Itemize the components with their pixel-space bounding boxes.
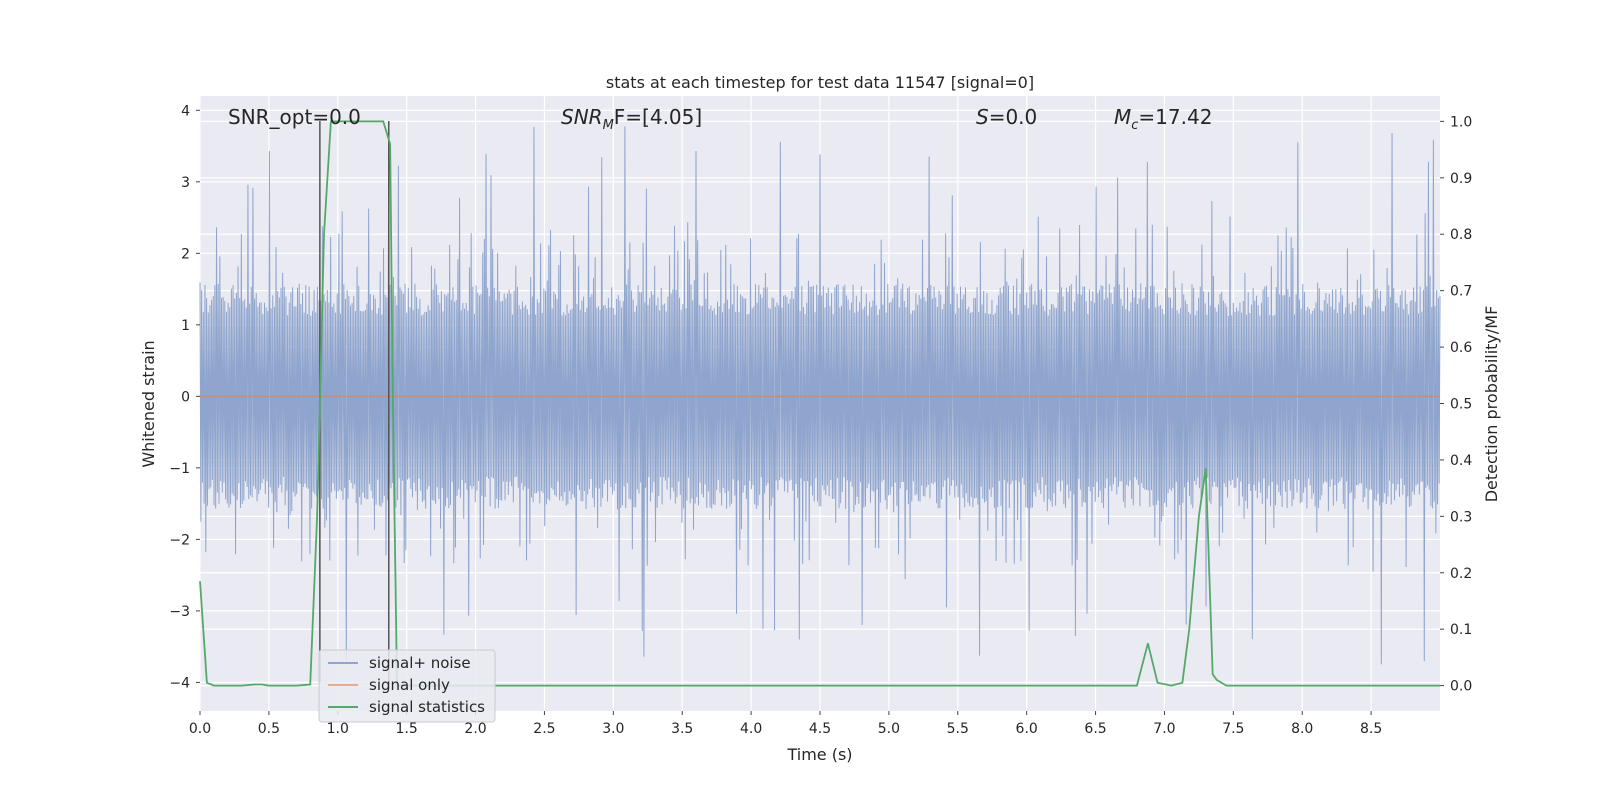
y-tick-label: −1 <box>169 461 190 477</box>
y-tick-label: 1 <box>181 318 190 334</box>
x-tick-label: 5.0 <box>878 721 900 737</box>
mc-sub: c <box>1131 118 1138 133</box>
snr-mf-sub: M <box>603 118 614 133</box>
y-tick-label: −4 <box>169 675 190 691</box>
x-tick-label: 7.0 <box>1153 721 1175 737</box>
mc-name: M <box>1114 105 1131 129</box>
x-tick-label: 3.5 <box>671 721 693 737</box>
x-tick-label: 1.5 <box>396 721 418 737</box>
x-tick-label: 2.5 <box>533 721 555 737</box>
x-tick-label: 0.0 <box>189 721 211 737</box>
noise-trace <box>199 126 1441 665</box>
y2-tick-label: 0.7 <box>1450 284 1472 300</box>
legend: signal+ noise signal only signal statist… <box>318 649 496 723</box>
x-axis-label: Time (s) <box>786 745 852 764</box>
y-tick-label: −2 <box>169 532 190 548</box>
y2-tick-label: 0.6 <box>1450 340 1472 356</box>
x-tick-label: 8.5 <box>1360 721 1382 737</box>
y2-tick-label: 0.9 <box>1450 171 1472 187</box>
y2-tick-label: 0.3 <box>1450 509 1472 525</box>
x-tick-label: 1.0 <box>327 721 349 737</box>
y2-axis-label: Detection probability/MF <box>1482 306 1501 503</box>
y2-tick-label: 1.0 <box>1450 114 1472 130</box>
snr-opt-annotation: SNR_opt=0.0 <box>228 105 361 129</box>
x-tick-label: 7.5 <box>1222 721 1244 737</box>
y2-tick-label: 0.0 <box>1450 679 1472 695</box>
y-tick-label: 2 <box>181 246 190 262</box>
y2-tick-label: 0.5 <box>1450 397 1472 413</box>
x-tick-label: 6.0 <box>1016 721 1038 737</box>
x-tick-label: 6.5 <box>1084 721 1106 737</box>
y-tick-label: 0 <box>181 389 190 405</box>
x-tick-label: 8.0 <box>1291 721 1313 737</box>
x-tick-label: 0.5 <box>258 721 280 737</box>
y-tick-label: −3 <box>169 604 190 620</box>
mc-rest: =17.42 <box>1138 105 1212 129</box>
x-tick-label: 4.5 <box>809 721 831 737</box>
y-axis-label: Whitened strain <box>139 340 158 467</box>
signal-noise-series <box>199 126 1441 665</box>
mc-annotation: Mc=17.42 <box>1114 105 1212 133</box>
s-stat-rest: =0.0 <box>989 105 1038 129</box>
y-tick-label: 4 <box>181 103 190 119</box>
snr-mf-base: SNR <box>561 105 603 129</box>
s-stat-annotation: S=0.0 <box>976 105 1037 129</box>
y2-tick-label: 0.8 <box>1450 227 1472 243</box>
y2-tick-label: 0.2 <box>1450 566 1472 582</box>
y-tick-labels: 4 3 2 1 0 −1 −2 −3 −4 <box>169 103 200 691</box>
x-tick-label: 2.0 <box>464 721 486 737</box>
y2-tick-label: 0.4 <box>1450 453 1472 469</box>
y2-tick-label: 0.1 <box>1450 622 1472 638</box>
legend-label-signal: signal only <box>369 676 450 694</box>
y-tick-label: 3 <box>181 175 190 191</box>
legend-label-noise: signal+ noise <box>369 654 471 672</box>
x-tick-labels: 0.0 0.5 1.0 1.5 2.0 2.5 3.0 3.5 4.0 4.5 5.0 5.5 6.0 6… <box>189 711 1382 737</box>
snr-mf-annotation: SNRMF=[4.05] <box>561 105 702 133</box>
snr-mf-rest: F=[4.05] <box>614 105 702 129</box>
chart-title: stats at each timestep for test data 115… <box>606 73 1034 92</box>
s-stat-name: S <box>976 105 989 129</box>
legend-label-stats: signal statistics <box>369 698 485 716</box>
x-tick-label: 3.0 <box>602 721 624 737</box>
x-tick-label: 4.0 <box>740 721 762 737</box>
y2-tick-labels: 1.0 0.9 0.8 0.7 0.6 0.5 0.4 0.3 0.2 0.1 0.0 <box>1440 114 1472 695</box>
legend-box <box>318 649 496 723</box>
x-tick-label: 5.5 <box>947 721 969 737</box>
